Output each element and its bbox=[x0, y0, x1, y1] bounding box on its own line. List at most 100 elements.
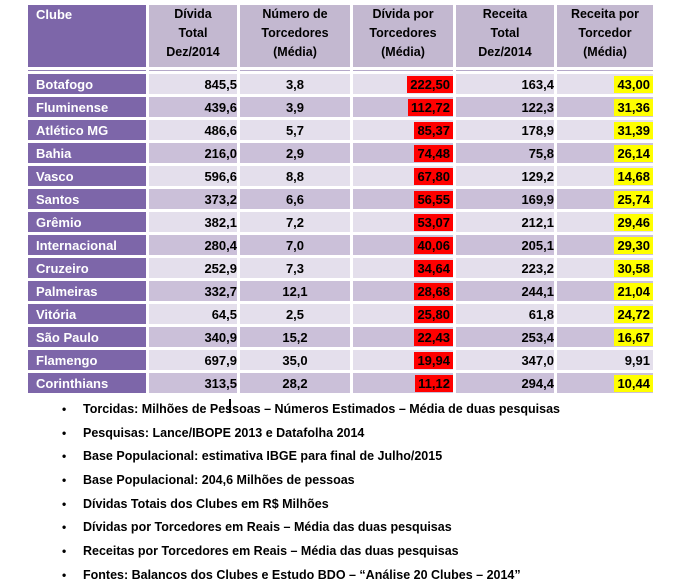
cell-clube[interactable]: Santos bbox=[28, 189, 146, 209]
cell-receita-total[interactable]: 122,3 bbox=[456, 97, 554, 117]
cell-divida-por-torcedor[interactable]: 19,94 bbox=[353, 350, 453, 370]
cell-divida-por-torcedor[interactable]: 22,43 bbox=[353, 327, 453, 347]
cell-receita-total[interactable]: 244,1 bbox=[456, 281, 554, 301]
cell-torcedores-media[interactable]: 15,2 bbox=[240, 327, 350, 347]
column-header-clube[interactable]: Clube bbox=[28, 5, 146, 67]
cell-divida-total[interactable]: 216,0 bbox=[149, 143, 237, 163]
cell-divida-total[interactable]: 64,5 bbox=[149, 304, 237, 324]
column-header-numero-torcedores[interactable]: Número de Torcedores (Média) bbox=[240, 5, 350, 67]
cell-clube[interactable]: Palmeiras bbox=[28, 281, 146, 301]
cell-clube[interactable]: Vasco bbox=[28, 166, 146, 186]
cell-clube[interactable]: Fluminense bbox=[28, 97, 146, 117]
cell-receita-total[interactable]: 178,9 bbox=[456, 120, 554, 140]
cell-divida-por-torcedor[interactable]: 53,07 bbox=[353, 212, 453, 232]
cell-clube[interactable]: Corinthians bbox=[28, 373, 146, 393]
cell-receita-por-torcedor[interactable]: 43,00 bbox=[557, 74, 653, 94]
cell-divida-total[interactable]: 596,6 bbox=[149, 166, 237, 186]
cell-divida-total[interactable]: 313,5 bbox=[149, 373, 237, 393]
cell-receita-total[interactable]: 223,2 bbox=[456, 258, 554, 278]
note-item[interactable]: • Receitas por Torcedores em Reais – Méd… bbox=[62, 539, 667, 563]
cell-torcedores-media[interactable]: 28,2 bbox=[240, 373, 350, 393]
cell-clube[interactable]: Vitória bbox=[28, 304, 146, 324]
cell-torcedores-media[interactable]: 7,3 bbox=[240, 258, 350, 278]
cell-torcedores-media[interactable]: 35,0 bbox=[240, 350, 350, 370]
cell-receita-por-torcedor[interactable]: 26,14 bbox=[557, 143, 653, 163]
cell-divida-por-torcedor[interactable]: 40,06 bbox=[353, 235, 453, 255]
cell-torcedores-media[interactable]: 7,2 bbox=[240, 212, 350, 232]
cell-receita-por-torcedor[interactable]: 31,39 bbox=[557, 120, 653, 140]
cell-receita-total[interactable]: 294,4 bbox=[456, 373, 554, 393]
cell-clube[interactable]: Cruzeiro bbox=[28, 258, 146, 278]
cell-receita-por-torcedor[interactable]: 10,44 bbox=[557, 373, 653, 393]
cell-divida-total[interactable]: 280,4 bbox=[149, 235, 237, 255]
cell-receita-total[interactable]: 129,2 bbox=[456, 166, 554, 186]
cell-divida-por-torcedor[interactable]: 25,80 bbox=[353, 304, 453, 324]
cell-divida-total[interactable]: 486,6 bbox=[149, 120, 237, 140]
cell-divida-por-torcedor[interactable]: 28,68 bbox=[353, 281, 453, 301]
column-header-receita-por-torcedor[interactable]: Receita por Torcedor (Média) bbox=[557, 5, 653, 67]
cell-receita-por-torcedor[interactable]: 14,68 bbox=[557, 166, 653, 186]
cell-clube[interactable]: Bahia bbox=[28, 143, 146, 163]
cell-torcedores-media[interactable]: 2,9 bbox=[240, 143, 350, 163]
cell-divida-por-torcedor[interactable]: 11,12 bbox=[353, 373, 453, 393]
cell-divida-total[interactable]: 340,9 bbox=[149, 327, 237, 347]
cell-receita-por-torcedor[interactable]: 29,46 bbox=[557, 212, 653, 232]
cell-receita-por-torcedor[interactable]: 24,72 bbox=[557, 304, 653, 324]
cell-divida-por-torcedor[interactable]: 56,55 bbox=[353, 189, 453, 209]
cell-receita-total[interactable]: 169,9 bbox=[456, 189, 554, 209]
note-item[interactable]: • Dívidas por Torcedores em Reais – Médi… bbox=[62, 515, 667, 539]
cell-divida-por-torcedor[interactable]: 74,48 bbox=[353, 143, 453, 163]
cell-receita-por-torcedor[interactable]: 21,04 bbox=[557, 281, 653, 301]
cell-divida-por-torcedor[interactable]: 112,72 bbox=[353, 97, 453, 117]
note-item[interactable]: • Fontes: Balanços dos Clubes e Estudo B… bbox=[62, 563, 667, 579]
cell-clube[interactable]: Grêmio bbox=[28, 212, 146, 232]
note-item[interactable]: • Dívidas Totais dos Clubes em R$ Milhõe… bbox=[62, 492, 667, 516]
cell-receita-total[interactable]: 253,4 bbox=[456, 327, 554, 347]
cell-clube[interactable]: Flamengo bbox=[28, 350, 146, 370]
cell-clube[interactable]: Internacional bbox=[28, 235, 146, 255]
cell-divida-total[interactable]: 332,7 bbox=[149, 281, 237, 301]
cell-receita-total[interactable]: 61,8 bbox=[456, 304, 554, 324]
column-header-divida-total[interactable]: Dívida Total Dez/2014 bbox=[149, 5, 237, 67]
cell-torcedores-media[interactable]: 8,8 bbox=[240, 166, 350, 186]
cell-divida-total[interactable]: 697,9 bbox=[149, 350, 237, 370]
cell-receita-por-torcedor[interactable]: 31,36 bbox=[557, 97, 653, 117]
note-item[interactable]: • Base Populacional: estimativa IBGE par… bbox=[62, 444, 667, 468]
cell-torcedores-media[interactable]: 2,5 bbox=[240, 304, 350, 324]
cell-clube[interactable]: Botafogo bbox=[28, 74, 146, 94]
cell-receita-por-torcedor[interactable]: 29,30 bbox=[557, 235, 653, 255]
cell-torcedores-media[interactable]: 5,7 bbox=[240, 120, 350, 140]
cell-divida-total[interactable]: 373,2 bbox=[149, 189, 237, 209]
red-highlight: 112,72 bbox=[407, 98, 453, 116]
cell-torcedores-media[interactable]: 6,6 bbox=[240, 189, 350, 209]
cell-torcedores-media[interactable]: 12,1 bbox=[240, 281, 350, 301]
cell-divida-por-torcedor[interactable]: 67,80 bbox=[353, 166, 453, 186]
cell-torcedores-media[interactable]: 3,9 bbox=[240, 97, 350, 117]
red-highlight: 85,37 bbox=[414, 121, 453, 139]
cell-clube[interactable]: Atlético MG bbox=[28, 120, 146, 140]
column-header-receita-total[interactable]: Receita Total Dez/2014 bbox=[456, 5, 554, 67]
cell-divida-por-torcedor[interactable]: 34,64 bbox=[353, 258, 453, 278]
cell-divida-total[interactable]: 382,1 bbox=[149, 212, 237, 232]
cell-receita-total[interactable]: 347,0 bbox=[456, 350, 554, 370]
cell-receita-total[interactable]: 212,1 bbox=[456, 212, 554, 232]
cell-receita-total[interactable]: 163,4 bbox=[456, 74, 554, 94]
cell-receita-por-torcedor[interactable]: 9,91 bbox=[557, 350, 653, 370]
cell-receita-por-torcedor[interactable]: 25,74 bbox=[557, 189, 653, 209]
note-item[interactable]: • Torcidas: Milhões de Pessoas – Números… bbox=[62, 397, 667, 421]
cell-divida-por-torcedor[interactable]: 85,37 bbox=[353, 120, 453, 140]
note-item[interactable]: • Base Populacional: 204,6 Milhões de pe… bbox=[62, 468, 667, 492]
cell-divida-total[interactable]: 439,6 bbox=[149, 97, 237, 117]
cell-torcedores-media[interactable]: 3,8 bbox=[240, 74, 350, 94]
cell-torcedores-media[interactable]: 7,0 bbox=[240, 235, 350, 255]
cell-clube[interactable]: São Paulo bbox=[28, 327, 146, 347]
cell-divida-total[interactable]: 845,5 bbox=[149, 74, 237, 94]
cell-divida-por-torcedor[interactable]: 222,50 bbox=[353, 74, 453, 94]
cell-receita-total[interactable]: 75,8 bbox=[456, 143, 554, 163]
cell-divida-total[interactable]: 252,9 bbox=[149, 258, 237, 278]
cell-receita-por-torcedor[interactable]: 30,58 bbox=[557, 258, 653, 278]
cell-receita-total[interactable]: 205,1 bbox=[456, 235, 554, 255]
column-header-divida-por-torcedores[interactable]: Dívida por Torcedores (Média) bbox=[353, 5, 453, 67]
cell-receita-por-torcedor[interactable]: 16,67 bbox=[557, 327, 653, 347]
note-item[interactable]: • Pesquisas: Lance/IBOPE 2013 e Datafolh… bbox=[62, 421, 667, 445]
